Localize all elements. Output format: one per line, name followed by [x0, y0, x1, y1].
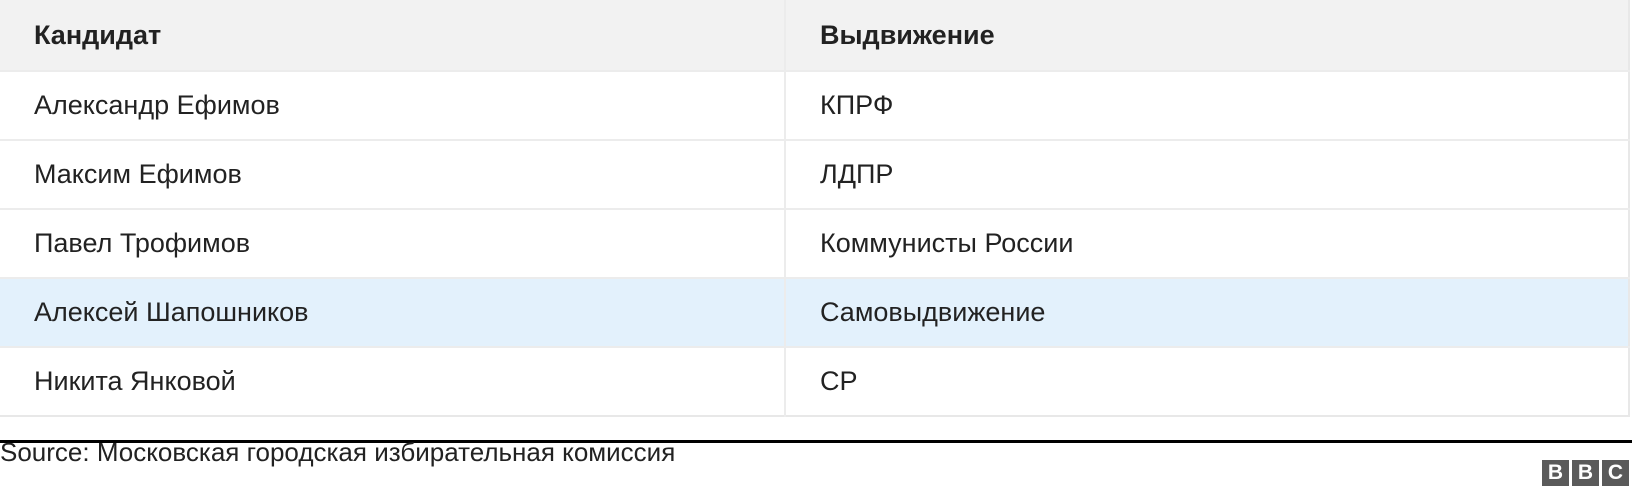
nomination-cell: Самовыдвижение [784, 277, 1629, 347]
nomination-cell: ЛДПР [784, 139, 1629, 209]
candidate-cell: Никита Янковой [0, 346, 785, 416]
header-nomination: Выдвижение [784, 0, 1629, 71]
logo-letter: C [1602, 460, 1629, 486]
table-row: Максим Ефимов ЛДПР [0, 139, 1629, 209]
divider [0, 440, 1632, 443]
candidate-cell: Максим Ефимов [0, 139, 785, 209]
candidate-cell: Алексей Шапошников [0, 277, 785, 347]
source-note: Source: Московская городская избирательн… [0, 437, 676, 467]
bbc-logo: B B C [1542, 460, 1629, 486]
candidate-cell: Александр Ефимов [0, 70, 785, 140]
table-row-highlighted: Алексей Шапошников Самовыдвижение [0, 277, 1629, 347]
nomination-cell: КПРФ [784, 70, 1629, 140]
table-header-row: Кандидат Выдвижение [0, 0, 1629, 71]
candidates-table: Кандидат Выдвижение Александр Ефимов КПР… [0, 0, 1630, 417]
header-candidate: Кандидат [0, 0, 785, 71]
table-row: Никита Янковой СР [0, 346, 1629, 416]
nomination-cell: СР [784, 346, 1629, 416]
logo-letter: B [1572, 460, 1599, 486]
table-row: Павел Трофимов Коммунисты России [0, 208, 1629, 278]
nomination-cell: Коммунисты России [784, 208, 1629, 278]
candidate-cell: Павел Трофимов [0, 208, 785, 278]
table-row: Александр Ефимов КПРФ [0, 70, 1629, 140]
logo-letter: B [1542, 460, 1569, 486]
